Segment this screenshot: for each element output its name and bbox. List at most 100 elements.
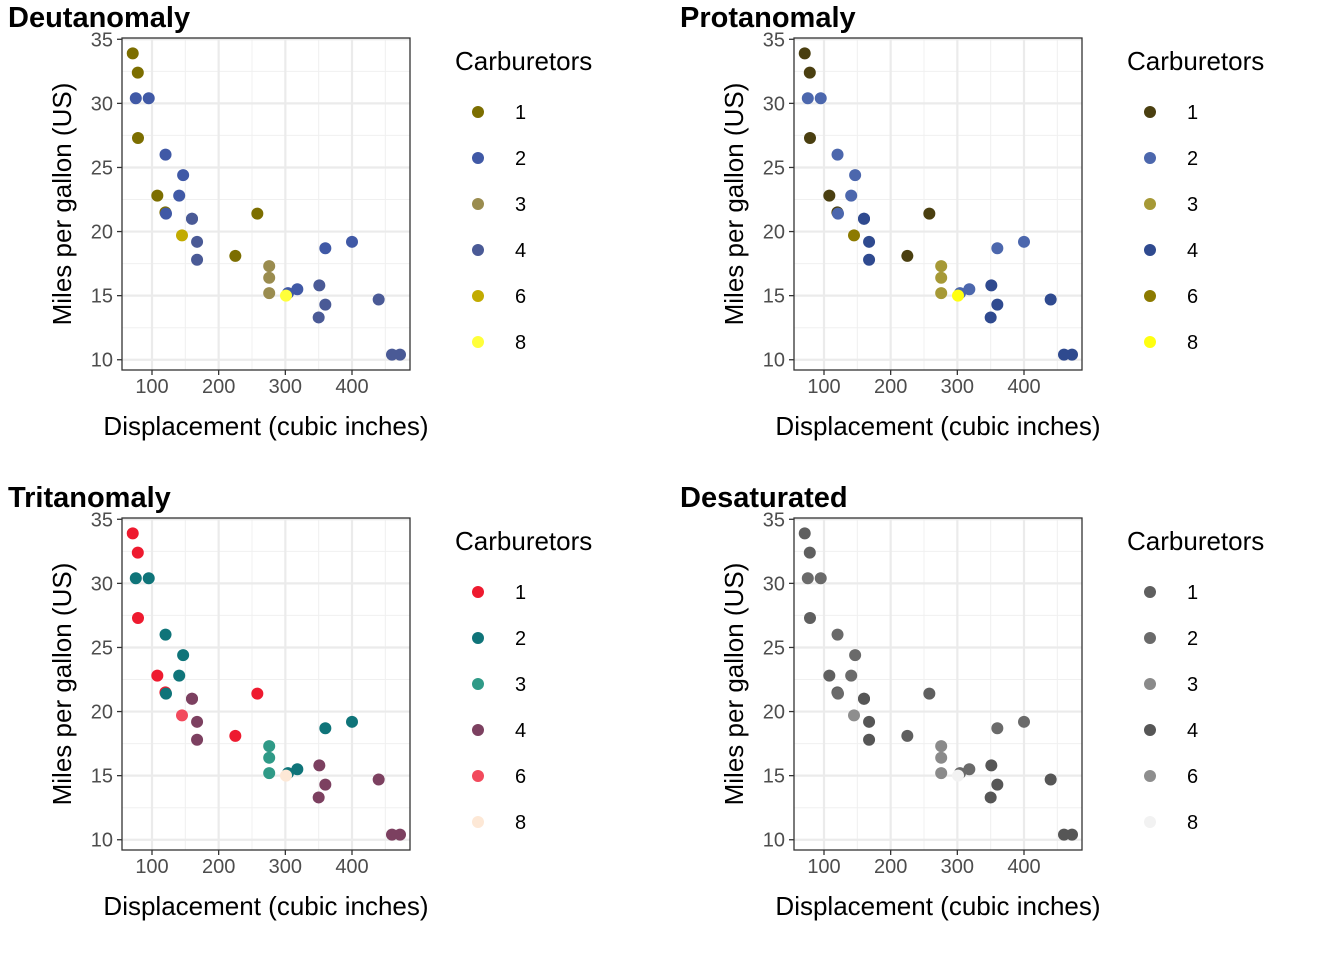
- data-point: [191, 235, 204, 248]
- data-point: [263, 287, 276, 300]
- data-point: [849, 169, 862, 182]
- data-point: [832, 687, 844, 700]
- data-point: [1058, 828, 1070, 841]
- legend-key: [472, 770, 484, 782]
- legend-label: 3: [515, 674, 526, 696]
- data-point: [132, 611, 144, 624]
- legend-key: [472, 632, 484, 644]
- data-point: [923, 207, 936, 220]
- y-tick-label: 35: [91, 29, 113, 51]
- data-point: [935, 287, 948, 300]
- panel-title: Protanomaly: [680, 2, 856, 34]
- legend-label: 4: [515, 240, 526, 262]
- data-point: [801, 92, 814, 105]
- data-point: [251, 207, 264, 220]
- data-point: [935, 751, 948, 764]
- y-tick-label: 10: [91, 350, 113, 372]
- data-point: [159, 148, 172, 161]
- data-point: [848, 229, 860, 242]
- panel-title: Deutanomaly: [8, 2, 190, 34]
- legend-key: [472, 724, 484, 736]
- y-tick-label: 30: [91, 93, 113, 115]
- legend-label: 4: [515, 720, 526, 742]
- x-tick-label: 200: [874, 376, 907, 398]
- data-point: [131, 66, 144, 79]
- data-point: [319, 298, 332, 311]
- plot-border: [121, 37, 411, 371]
- x-tick-label: 400: [1007, 376, 1040, 398]
- legend-label: 2: [515, 148, 526, 170]
- plot-border: [121, 517, 411, 851]
- data-point: [186, 692, 198, 705]
- legend-label: 6: [515, 766, 526, 788]
- x-tick-label: 100: [135, 376, 168, 398]
- data-point: [173, 189, 186, 202]
- legend-key: [1144, 770, 1156, 782]
- x-tick-label: 200: [202, 856, 235, 878]
- data-point: [849, 649, 862, 662]
- data-point: [863, 235, 876, 248]
- legend-key: [472, 198, 484, 210]
- data-point: [823, 189, 836, 202]
- legend-key: [472, 586, 484, 598]
- data-point: [831, 148, 844, 161]
- data-point: [160, 687, 172, 700]
- data-point: [176, 229, 188, 242]
- data-point: [312, 311, 325, 324]
- data-point: [863, 253, 876, 266]
- plot-border: [793, 517, 1083, 851]
- data-point: [1058, 348, 1070, 361]
- data-point: [901, 729, 914, 742]
- x-tick-label: 200: [874, 856, 907, 878]
- legend-title: Carburetors: [455, 526, 592, 556]
- data-point: [186, 212, 198, 225]
- data-point: [858, 212, 870, 225]
- plot-border: [793, 37, 1083, 371]
- x-axis-title: Displacement (cubic inches): [775, 411, 1100, 441]
- data-point: [319, 722, 332, 735]
- data-point: [952, 769, 964, 782]
- legend-key: [472, 244, 484, 256]
- data-point: [1044, 293, 1057, 306]
- data-point: [346, 715, 358, 728]
- y-tick-label: 10: [763, 830, 785, 852]
- data-point: [963, 283, 976, 296]
- data-point: [863, 715, 876, 728]
- legend-key: [472, 816, 484, 828]
- data-point: [985, 279, 998, 292]
- data-point: [313, 759, 326, 772]
- y-tick-label: 15: [91, 766, 113, 788]
- data-point: [798, 527, 811, 540]
- data-point: [798, 47, 811, 60]
- data-point: [263, 740, 276, 753]
- data-point: [823, 669, 836, 682]
- panel-tritanomaly: Tritanomaly 100 200 300 400 10 15 20 25 30 35 Displ…: [8, 482, 592, 921]
- x-tick-label: 300: [941, 376, 974, 398]
- data-point: [126, 47, 139, 60]
- data-point: [386, 348, 398, 361]
- data-point: [963, 763, 976, 776]
- panel-title: Desaturated: [680, 482, 848, 514]
- panel-protanomaly: Protanomaly 100 200 300 400 10 15 20 25 30 35 Displ…: [680, 2, 1264, 441]
- data-point: [280, 289, 292, 302]
- y-tick-label: 35: [763, 29, 785, 51]
- data-point: [319, 778, 332, 791]
- legend-label: 8: [515, 332, 526, 354]
- legend-label: 2: [515, 628, 526, 650]
- x-tick-label: 100: [807, 856, 840, 878]
- y-tick-label: 25: [763, 637, 785, 659]
- data-point: [901, 249, 914, 262]
- data-point: [229, 729, 242, 742]
- y-tick-label: 35: [763, 509, 785, 531]
- legend-key: [1144, 816, 1156, 828]
- legend-key: [1144, 724, 1156, 736]
- data-point: [263, 751, 276, 764]
- data-point: [129, 92, 142, 105]
- panel-title: Tritanomaly: [8, 482, 171, 514]
- y-tick-label: 25: [91, 637, 113, 659]
- data-point: [126, 527, 139, 540]
- data-point: [935, 271, 948, 284]
- data-point: [263, 767, 276, 780]
- x-tick-label: 300: [269, 376, 302, 398]
